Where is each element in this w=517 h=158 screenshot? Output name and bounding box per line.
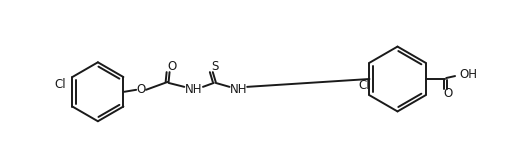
Text: O: O: [167, 60, 176, 73]
Text: Cl: Cl: [359, 79, 370, 92]
Text: Cl: Cl: [55, 78, 66, 91]
Text: O: O: [136, 83, 146, 96]
Text: NH: NH: [185, 83, 202, 96]
Text: S: S: [211, 60, 219, 73]
Text: O: O: [444, 87, 453, 100]
Text: NH: NH: [230, 83, 247, 96]
Text: OH: OH: [459, 68, 477, 81]
